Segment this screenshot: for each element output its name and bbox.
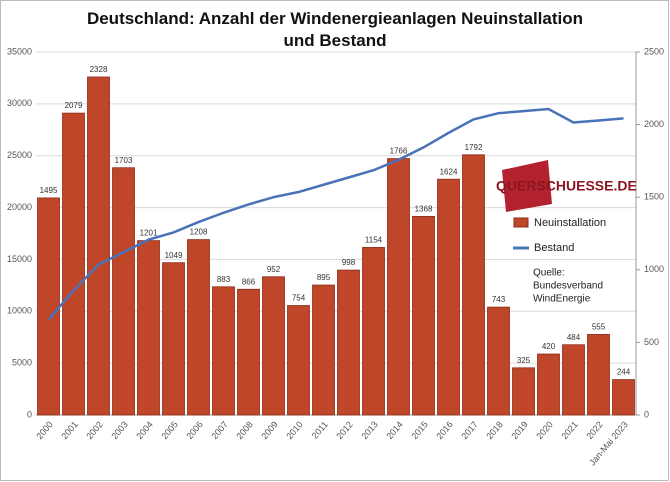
- line: [47, 107, 624, 321]
- x-tick-label: 2012: [334, 419, 355, 441]
- x-tick-label: 2000: [34, 419, 55, 441]
- data-label: 244: [617, 368, 631, 377]
- chart-title: Deutschland: Anzahl der Windenergieanlag…: [86, 9, 584, 50]
- x-tick-label: 2011: [310, 419, 330, 440]
- data-label: 1624: [440, 167, 458, 176]
- data-label: 952: [267, 265, 281, 274]
- y-tick-label: 35000: [7, 46, 32, 56]
- bar: [212, 286, 235, 416]
- bar: [362, 247, 385, 416]
- source-line: Bundesverband: [533, 281, 603, 292]
- x-tick-label: 2016: [434, 419, 455, 441]
- bar: [312, 284, 335, 416]
- bar: [187, 239, 210, 416]
- y2-tick-label: 1000: [644, 264, 664, 274]
- data-label: 866: [242, 277, 256, 286]
- x-tick-label: 2003: [109, 419, 130, 441]
- data-label: 1201: [140, 229, 158, 238]
- bar: [387, 158, 410, 416]
- data-label: 1208: [190, 228, 208, 237]
- x-tick-label: 2017: [459, 419, 480, 441]
- bar: [487, 306, 510, 416]
- bar: [437, 178, 460, 416]
- x-tick-label: 2007: [209, 419, 230, 441]
- bar: [237, 288, 260, 416]
- bar: [462, 154, 485, 416]
- data-label: 1154: [365, 236, 383, 245]
- x-tick-label: 2010: [284, 419, 305, 441]
- data-label: 2328: [90, 65, 108, 74]
- logo: QUERSCHUESSE.DE: [496, 178, 637, 194]
- bar: [62, 112, 85, 416]
- data-label: 754: [292, 294, 306, 303]
- bar: [287, 305, 310, 416]
- bar: [137, 240, 160, 416]
- bar: [37, 197, 60, 416]
- bar: [512, 367, 535, 416]
- y2-tick-label: 0: [644, 409, 649, 419]
- logo-badge: [502, 160, 552, 212]
- data-label: 743: [492, 295, 506, 304]
- x-tick-label: 2002: [84, 419, 105, 441]
- bar: [537, 353, 560, 416]
- bar: [337, 269, 360, 416]
- x-tick-label: 2001: [59, 419, 80, 441]
- bar: [612, 379, 635, 416]
- x-tick-label: 2021: [559, 419, 580, 441]
- data-label: 1792: [465, 143, 483, 152]
- y2-tick-label: 2500: [644, 46, 664, 56]
- y-tick-label: 30000: [7, 98, 32, 108]
- y-tick-label: 15000: [7, 254, 32, 264]
- y-tick-label: 0: [27, 409, 32, 419]
- data-label: 325: [517, 356, 531, 365]
- bar: [412, 215, 435, 416]
- bar: [587, 334, 610, 416]
- source-line: Quelle:: [533, 268, 565, 279]
- bar: [87, 76, 110, 416]
- data-label: 1049: [165, 251, 183, 260]
- y-tick-label: 10000: [7, 306, 32, 316]
- y2-tick-label: 1500: [644, 192, 664, 202]
- x-tick-label: 2018: [484, 419, 505, 441]
- source-line: WindEnergie: [533, 294, 591, 305]
- bar: [262, 276, 285, 416]
- data-label: 883: [217, 275, 231, 284]
- x-tick-label: 2005: [159, 419, 180, 441]
- y2-tick-label: 500: [644, 337, 659, 347]
- data-label: 1703: [115, 156, 133, 165]
- y-tick-label: 25000: [7, 150, 32, 160]
- x-tick-label: 2006: [184, 419, 205, 441]
- bar: [162, 262, 185, 416]
- x-tick-label: 2015: [409, 419, 430, 441]
- data-label: 484: [567, 333, 581, 342]
- data-label: 555: [592, 323, 606, 332]
- x-tick-label: 2013: [359, 419, 380, 441]
- data-label: 1766: [390, 147, 408, 156]
- data-label: 998: [342, 258, 356, 267]
- bar: [112, 167, 135, 416]
- x-tick-label: 2014: [384, 419, 405, 441]
- legend-swatch-bar: [513, 217, 529, 228]
- data-label: 2079: [65, 101, 83, 110]
- data-label: 895: [317, 273, 331, 282]
- x-tick-label: 2004: [134, 419, 155, 441]
- bar: [562, 344, 585, 416]
- x-tick-label: 2020: [534, 419, 555, 441]
- data-label: 420: [542, 342, 556, 351]
- x-tick-label: 2009: [259, 419, 280, 441]
- x-tick-label: 2008: [234, 419, 255, 441]
- x-tick-label: 2019: [509, 419, 530, 441]
- y-tick-label: 5000: [12, 358, 32, 368]
- data-label: 1368: [415, 204, 433, 213]
- x-tick-label: 2022: [584, 419, 605, 441]
- data-label: 1495: [40, 186, 58, 195]
- y2-tick-label: 2000: [644, 119, 664, 129]
- y-tick-label: 20000: [7, 202, 32, 212]
- legend-label: Bestand: [534, 242, 574, 254]
- legend-label: Neuinstallation: [534, 217, 606, 229]
